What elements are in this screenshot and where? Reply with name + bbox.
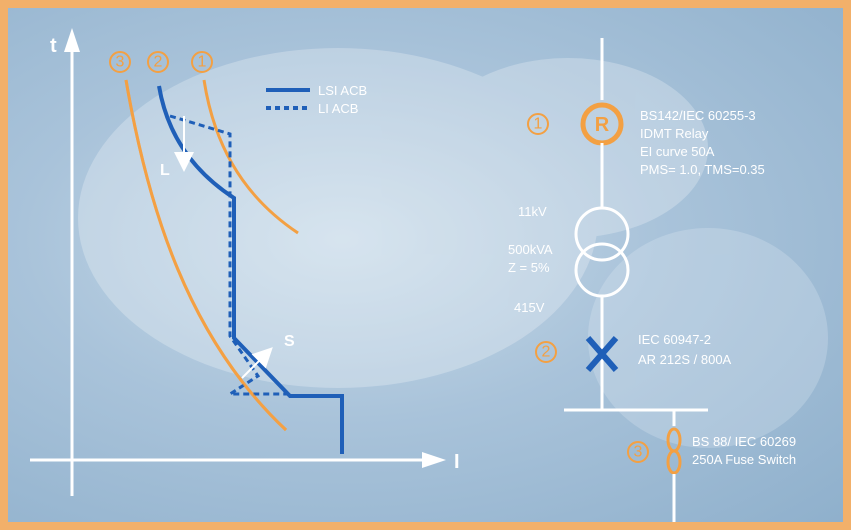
relay-symbol-letter: R [595,114,610,136]
transformer-secondary-voltage: 415V [514,300,545,315]
relay-number-circle [527,113,549,135]
breaker-number: 2 [542,344,551,361]
li-acb-curve [169,114,290,396]
tc-axes: t I [30,28,460,496]
lsi-acb-curve [157,85,344,454]
time-axis-arrow [64,28,80,52]
curve-marker-2-circle [147,51,169,73]
curve-marker-1: 1 [198,54,207,71]
time-axis-label: t [50,35,57,57]
fuse-line-2: 250A Fuse Switch [692,452,796,467]
background-pattern [78,48,828,448]
curve-markers: 3 2 1 [109,51,213,73]
legend-lsi-label: LSI ACB [318,83,367,98]
diagram-panel: t I 3 2 1 LSI ACB LI ACB [8,8,843,522]
relay-line-3: EI curve 50A [640,144,715,159]
breaker-symbol [585,336,619,372]
legend: LSI ACB LI ACB [266,83,367,116]
curve-marker-1-circle [191,51,213,73]
transformer-primary-voltage: 11kV [518,204,547,219]
current-axis-arrow [422,452,446,468]
single-line-diagram: R 1 BS142/IEC 60255-3 IDMT Relay EI curv… [508,38,796,522]
curve-marker-2: 2 [154,54,163,71]
curve-marker-3-circle [109,51,131,73]
short-time-adjust-arrow: S [241,333,295,379]
long-time-label: L [160,162,170,179]
legend-li-label: LI ACB [318,101,358,116]
curve-marker-3: 3 [116,54,125,71]
transformer-impedance: Z = 5% [508,260,550,275]
fuse-line-1: BS 88/ IEC 60269 [692,434,796,449]
fuse-symbol [666,427,682,475]
fuse-number-circle [627,441,649,463]
relay-line-1: BS142/IEC 60255-3 [640,108,756,123]
fuse-number: 3 [634,444,643,461]
transformer-rating: 500kVA [508,242,553,257]
short-time-label: S [284,333,295,350]
protection-coordination-diagram: t I 3 2 1 LSI ACB LI ACB [30,28,828,522]
breaker-line-1: IEC 60947-2 [638,332,711,347]
breaker-line-2: AR 212S / 800A [638,352,732,367]
relay-line-2: IDMT Relay [640,126,709,141]
relay-number: 1 [534,116,543,133]
transformer-primary-winding [574,206,630,262]
long-time-adjust-arrow: L [160,116,194,179]
current-axis-label: I [454,451,460,473]
relay-curve [202,79,299,235]
fuse-curve-overlay [124,79,288,432]
breaker-number-circle [535,341,557,363]
relay-line-4: PMS= 1.0, TMS=0.35 [640,162,765,177]
